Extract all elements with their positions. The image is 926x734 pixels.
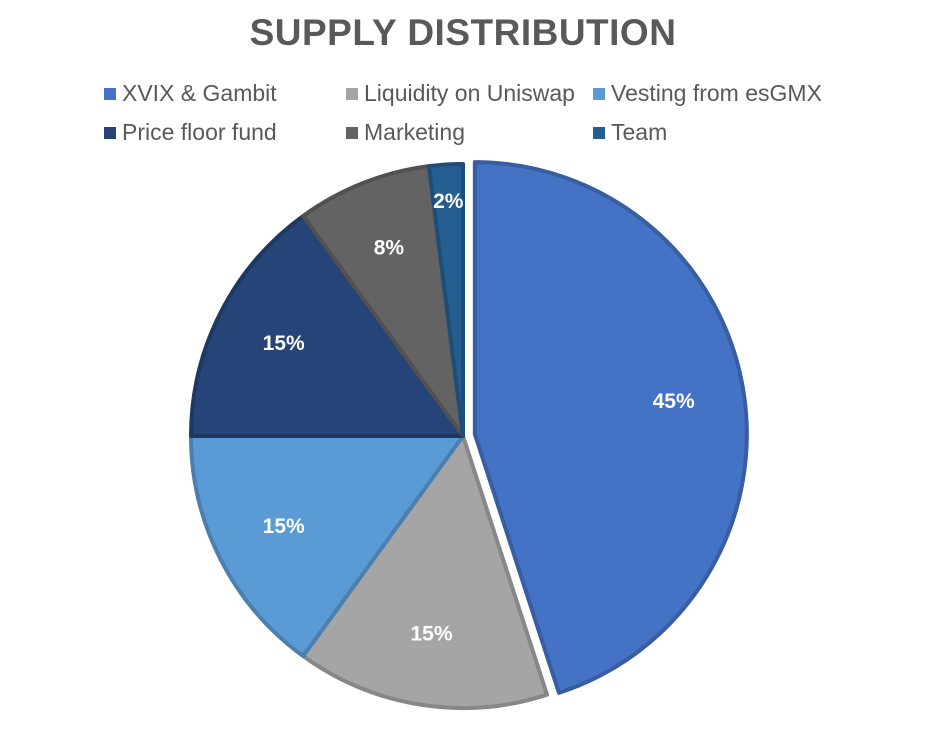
legend-swatch (593, 126, 605, 139)
legend-item-liquidity-uniswap: Liquidity on Uniswap (346, 80, 593, 107)
legend-item-team: Team (593, 119, 853, 146)
legend-item-marketing: Marketing (346, 119, 593, 146)
legend-swatch (104, 87, 116, 100)
pie-slice-xvix-gambit (472, 160, 749, 695)
pie-slice-vesting-from-esgmx (189, 434, 465, 659)
slice-label-vesting-from-esgmx: 15% (263, 515, 305, 538)
slice-label-liquidity-on-uniswap: 15% (410, 622, 452, 645)
slice-label-xvix-gambit: 45% (653, 390, 695, 413)
pie-slice-marketing (301, 164, 465, 438)
legend-label: Marketing (364, 119, 465, 145)
chart-legend: XVIX & Gambit Liquidity on Uniswap Vesti… (104, 80, 864, 146)
legend-swatch (593, 87, 605, 100)
legend-item-vesting-esgmx: Vesting from esGMX (593, 80, 853, 107)
chart-title: SUPPLY DISTRIBUTION (249, 12, 677, 53)
legend-swatch (346, 126, 358, 139)
legend-label: Price floor fund (122, 119, 277, 145)
legend-item-xvix-gambit: XVIX & Gambit (104, 80, 346, 107)
legend-swatch (346, 87, 358, 100)
pie-slice-liquidity-on-uniswap (301, 434, 550, 710)
slice-label-price-floor-fund: 15% (263, 332, 305, 355)
pie-slice-team (426, 162, 465, 438)
legend-item-price-floor-fund: Price floor fund (104, 119, 346, 146)
slice-label-team: 2% (433, 190, 464, 213)
legend-label: Liquidity on Uniswap (364, 80, 575, 106)
slice-label-marketing: 8% (374, 236, 405, 259)
legend-swatch (104, 126, 116, 139)
legend-label: Vesting from esGMX (611, 80, 822, 106)
legend-label: Team (611, 119, 668, 145)
pie-slice-price-floor-fund (189, 213, 465, 438)
legend-label: XVIX & Gambit (122, 80, 277, 106)
